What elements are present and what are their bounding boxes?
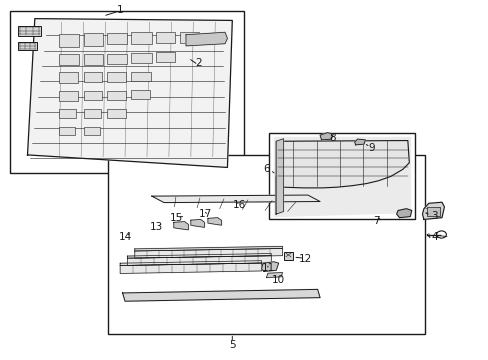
Polygon shape	[120, 261, 261, 266]
Bar	[107, 109, 125, 118]
Polygon shape	[127, 253, 271, 258]
Bar	[59, 91, 78, 101]
Bar	[131, 32, 152, 44]
Bar	[59, 109, 76, 118]
Bar	[83, 109, 101, 118]
Bar	[131, 72, 151, 81]
Polygon shape	[120, 263, 261, 274]
Polygon shape	[273, 137, 409, 216]
Bar	[156, 32, 175, 43]
Bar	[107, 54, 127, 64]
Polygon shape	[135, 246, 282, 251]
Text: 3: 3	[430, 211, 437, 221]
Polygon shape	[152, 195, 320, 203]
Text: 16: 16	[232, 200, 246, 210]
Bar	[156, 52, 175, 62]
Text: 12: 12	[298, 254, 311, 264]
Bar	[108, 155, 424, 334]
Text: 15: 15	[169, 213, 183, 222]
Text: 4: 4	[430, 232, 437, 242]
Text: 2: 2	[194, 58, 201, 68]
Text: 8: 8	[328, 133, 335, 143]
Text: 10: 10	[271, 275, 285, 285]
Polygon shape	[396, 209, 411, 218]
Bar	[131, 90, 150, 99]
Bar	[18, 26, 41, 36]
Polygon shape	[266, 273, 282, 278]
Polygon shape	[207, 218, 221, 225]
Bar	[180, 32, 198, 42]
Polygon shape	[320, 133, 332, 140]
Bar	[426, 207, 439, 216]
Polygon shape	[261, 262, 278, 271]
Bar	[83, 33, 103, 45]
Bar	[59, 127, 75, 135]
Polygon shape	[422, 202, 444, 220]
Polygon shape	[276, 139, 283, 214]
Bar	[10, 12, 244, 173]
Bar	[18, 41, 37, 50]
Bar	[283, 252, 293, 260]
Polygon shape	[354, 139, 365, 145]
Bar	[131, 53, 152, 63]
Text: 9: 9	[367, 143, 374, 153]
Bar	[59, 34, 79, 47]
Bar	[59, 72, 78, 83]
Text: 14: 14	[118, 232, 131, 242]
Polygon shape	[173, 222, 188, 230]
Bar	[83, 54, 103, 64]
Polygon shape	[276, 140, 408, 214]
Polygon shape	[185, 32, 227, 46]
Text: 13: 13	[150, 222, 163, 231]
Bar	[83, 72, 102, 82]
Bar	[107, 91, 125, 100]
Bar	[83, 91, 102, 100]
Text: 5: 5	[228, 340, 235, 350]
Text: 17: 17	[199, 209, 212, 219]
Bar	[59, 54, 79, 65]
Polygon shape	[122, 289, 320, 301]
Text: 1: 1	[117, 5, 123, 15]
Bar	[83, 127, 100, 135]
Bar	[268, 134, 414, 220]
Bar	[107, 72, 126, 82]
Polygon shape	[190, 220, 204, 227]
Polygon shape	[27, 19, 232, 167]
Text: 6: 6	[263, 164, 269, 174]
Bar	[107, 33, 127, 44]
Text: 7: 7	[372, 216, 379, 226]
Polygon shape	[127, 256, 271, 265]
Text: 11: 11	[262, 263, 275, 273]
Polygon shape	[135, 248, 282, 258]
